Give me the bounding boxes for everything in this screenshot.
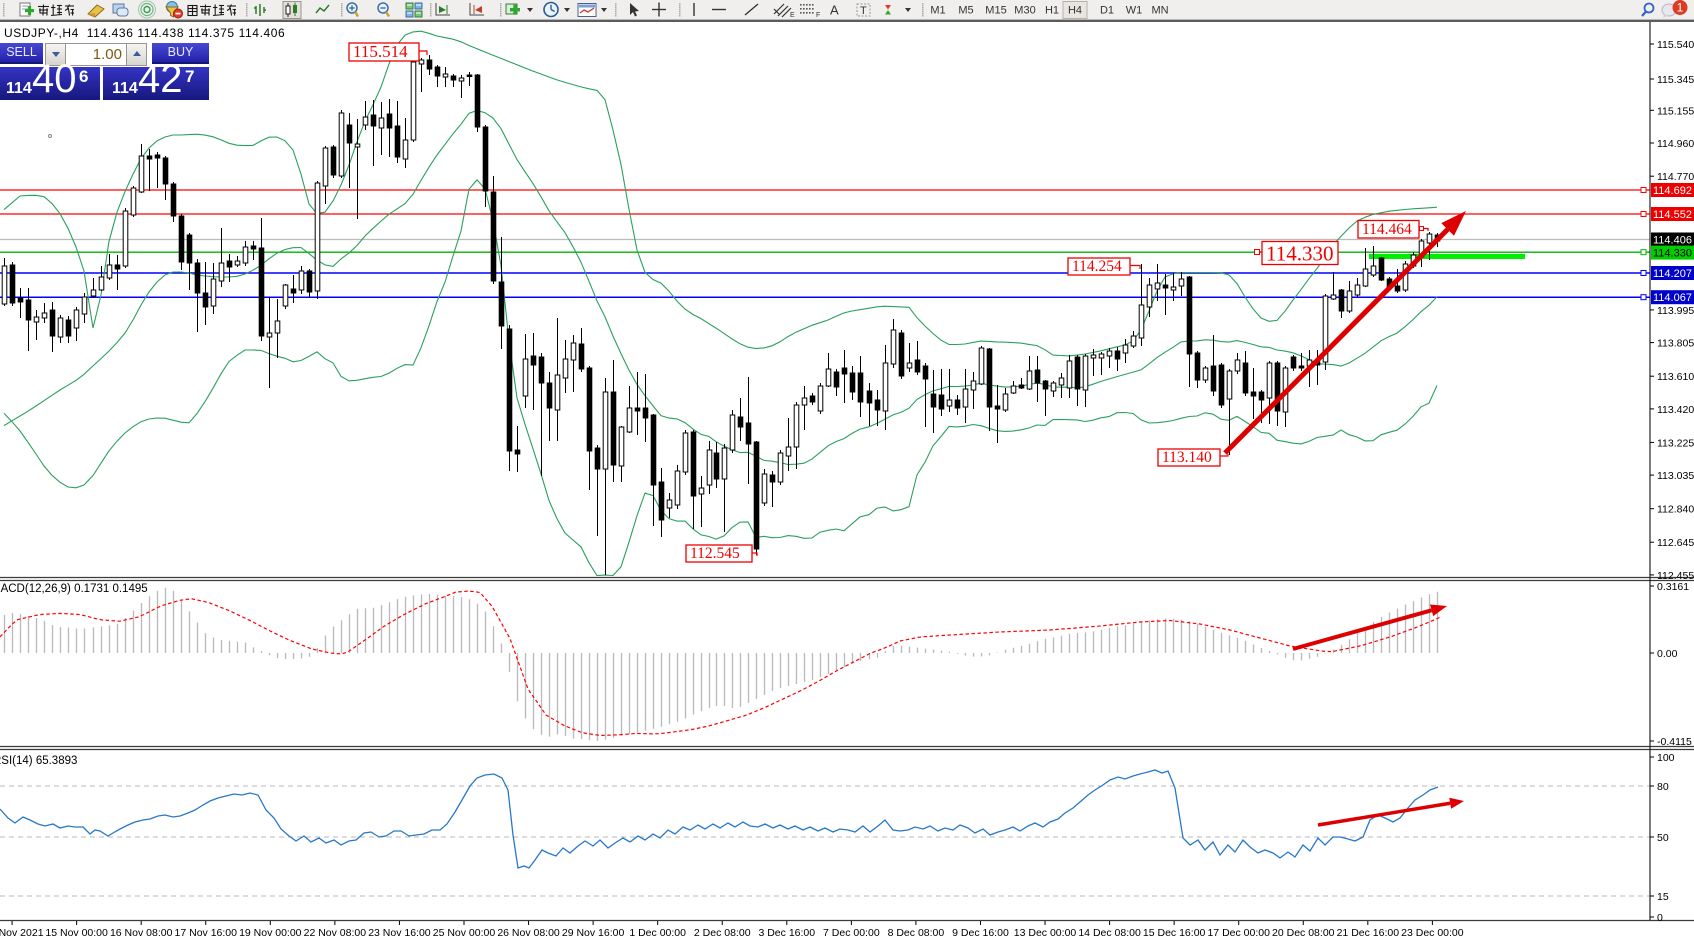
svg-text:1 Dec 00:00: 1 Dec 00:00 <box>629 927 686 939</box>
svg-text:114.207: 114.207 <box>1653 268 1692 280</box>
svg-text:9 Dec 16:00: 9 Dec 16:00 <box>952 927 1009 939</box>
svg-text:113.610: 113.610 <box>1657 371 1694 383</box>
svg-text:114.330: 114.330 <box>1266 242 1333 266</box>
svg-text:15 Nov 00:00: 15 Nov 00:00 <box>45 927 108 939</box>
svg-text:0.00: 0.00 <box>1657 648 1678 660</box>
svg-text:114.406: 114.406 <box>1653 235 1692 247</box>
svg-text:80: 80 <box>1657 781 1669 793</box>
svg-text:H4: H4 <box>1068 5 1082 17</box>
svg-text:-0.4115: -0.4115 <box>1657 736 1692 748</box>
svg-text:50: 50 <box>1657 832 1669 844</box>
svg-text:RSI(14) 65.3893: RSI(14) 65.3893 <box>0 755 77 767</box>
svg-text:114.067: 114.067 <box>1653 292 1692 304</box>
svg-text:H1: H1 <box>1045 5 1059 17</box>
svg-text:E: E <box>790 12 795 19</box>
svg-text:8 Dec 08:00: 8 Dec 08:00 <box>888 927 945 939</box>
svg-text:114.692: 114.692 <box>1653 185 1692 197</box>
svg-text:M15: M15 <box>985 5 1006 17</box>
svg-text:F: F <box>816 12 820 19</box>
svg-text:112.455: 112.455 <box>1657 570 1694 582</box>
svg-text:12 Nov 2021: 12 Nov 2021 <box>0 927 44 939</box>
svg-text:115.155: 115.155 <box>1657 105 1694 117</box>
svg-text:23 Nov 16:00: 23 Nov 16:00 <box>368 927 431 939</box>
svg-text:20 Dec 08:00: 20 Dec 08:00 <box>1272 927 1335 939</box>
svg-text:7 Dec 00:00: 7 Dec 00:00 <box>823 927 880 939</box>
svg-text:17 Nov 16:00: 17 Nov 16:00 <box>175 927 238 939</box>
svg-text:22 Nov 08:00: 22 Nov 08:00 <box>304 927 367 939</box>
svg-text:T: T <box>860 5 867 17</box>
svg-text:113.995: 113.995 <box>1657 305 1694 317</box>
svg-text:3 Dec 16:00: 3 Dec 16:00 <box>758 927 815 939</box>
svg-text:15 Dec 16:00: 15 Dec 16:00 <box>1143 927 1206 939</box>
svg-text:114.330: 114.330 <box>1653 248 1692 260</box>
svg-text:26 Nov 08:00: 26 Nov 08:00 <box>497 927 560 939</box>
svg-text:114.770: 114.770 <box>1657 171 1694 183</box>
svg-text:114.960: 114.960 <box>1657 138 1694 150</box>
svg-text:D1: D1 <box>1100 5 1114 17</box>
svg-text:115.540: 115.540 <box>1657 39 1694 51</box>
svg-text:23 Dec 00:00: 23 Dec 00:00 <box>1401 927 1464 939</box>
svg-text:100: 100 <box>1657 752 1675 764</box>
svg-text:15: 15 <box>1657 891 1669 903</box>
svg-text:112.545: 112.545 <box>690 545 740 562</box>
svg-text:M5: M5 <box>958 5 973 17</box>
svg-text:M1: M1 <box>930 5 945 17</box>
svg-text:112.840: 112.840 <box>1657 504 1694 516</box>
svg-text:25 Nov 00:00: 25 Nov 00:00 <box>433 927 496 939</box>
svg-text:29 Nov 16:00: 29 Nov 16:00 <box>562 927 625 939</box>
svg-text:115.514: 115.514 <box>353 42 408 61</box>
svg-text:113.140: 113.140 <box>1162 449 1212 466</box>
svg-text:13 Dec 00:00: 13 Dec 00:00 <box>1014 927 1077 939</box>
svg-text:MACD(12,26,9) 0.1731 0.1495: MACD(12,26,9) 0.1731 0.1495 <box>0 583 148 595</box>
svg-text:112.645: 112.645 <box>1657 537 1694 549</box>
svg-text:MN: MN <box>1151 5 1168 17</box>
svg-text:113.420: 113.420 <box>1657 404 1694 416</box>
svg-text:113.225: 113.225 <box>1657 437 1694 449</box>
svg-text:113.035: 113.035 <box>1657 470 1694 482</box>
svg-text:0: 0 <box>1657 912 1663 924</box>
svg-text:17 Dec 00:00: 17 Dec 00:00 <box>1207 927 1270 939</box>
svg-text:114.254: 114.254 <box>1072 258 1122 275</box>
svg-text:113.805: 113.805 <box>1657 338 1694 350</box>
svg-text:A: A <box>830 3 839 18</box>
svg-text:16 Nov 08:00: 16 Nov 08:00 <box>110 927 173 939</box>
svg-text:2 Dec 08:00: 2 Dec 08:00 <box>694 927 751 939</box>
svg-text:115.345: 115.345 <box>1657 74 1694 86</box>
svg-text:1: 1 <box>1677 1 1684 15</box>
svg-text:114.552: 114.552 <box>1653 209 1692 221</box>
svg-text:14 Dec 08:00: 14 Dec 08:00 <box>1078 927 1141 939</box>
svg-text:21 Dec 16:00: 21 Dec 16:00 <box>1337 927 1400 939</box>
svg-text:19 Nov 00:00: 19 Nov 00:00 <box>239 927 302 939</box>
svg-text:M30: M30 <box>1014 5 1035 17</box>
svg-text:W1: W1 <box>1126 5 1143 17</box>
svg-text:114.464: 114.464 <box>1362 221 1412 238</box>
svg-text:0.3161: 0.3161 <box>1657 581 1689 593</box>
